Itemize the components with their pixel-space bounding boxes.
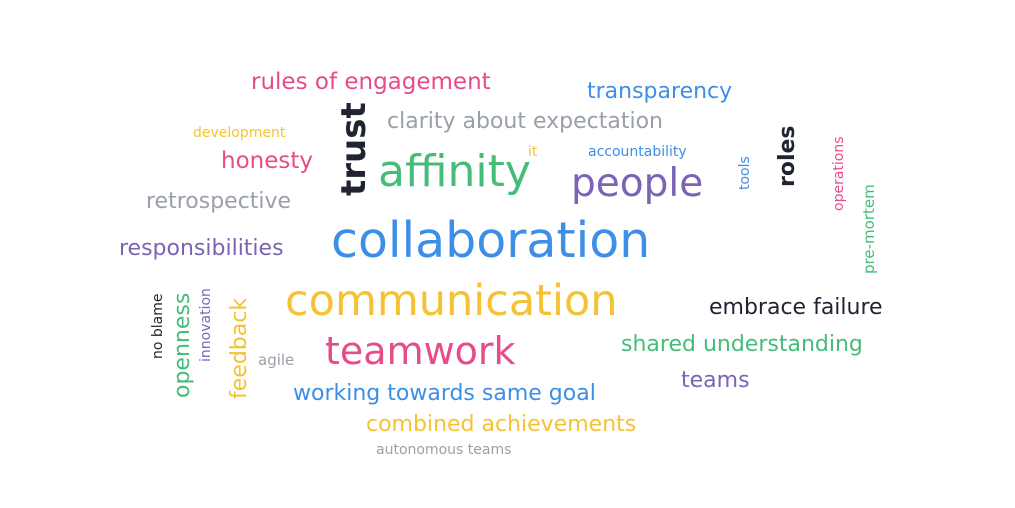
word-working-towards-same-goal: working towards same goal (293, 381, 596, 406)
word-innovation: innovation (198, 288, 214, 362)
word-it: it (528, 144, 538, 160)
word-responsibilities: responsibilities (119, 236, 284, 261)
word-teamwork: teamwork (325, 329, 516, 373)
word-tools: tools (737, 156, 753, 190)
word-combined-achievements: combined achievements (366, 412, 637, 437)
word-embrace-failure: embrace failure (709, 295, 883, 320)
word-retrospective: retrospective (146, 189, 292, 214)
word-rules-of-engagement: rules of engagement (251, 69, 491, 95)
word-operations: operations (831, 136, 847, 211)
word-transparency: transparency (587, 79, 733, 104)
word-shared-understanding: shared understanding (621, 332, 863, 357)
word-clarity-about-expectation: clarity about expectation (387, 109, 663, 134)
word-affinity: affinity (378, 146, 531, 197)
word-pre-mortem: pre-mortem (860, 184, 878, 274)
word-no-blame: no blame (150, 293, 166, 360)
word-teams: teams (681, 368, 750, 393)
word-openness: openness (170, 292, 195, 398)
word-trust: trust (334, 102, 374, 196)
word-people: people (571, 161, 704, 206)
word-development: development (193, 125, 286, 141)
word-roles: roles (775, 125, 800, 187)
word-collaboration: collaboration (331, 212, 651, 269)
word-communication: communication (285, 276, 618, 326)
word-honesty: honesty (221, 148, 313, 174)
word-accountability: accountability (588, 144, 687, 160)
word-autonomous-teams: autonomous teams (376, 442, 512, 458)
word-agile: agile (258, 351, 295, 369)
word-feedback: feedback (227, 297, 252, 399)
